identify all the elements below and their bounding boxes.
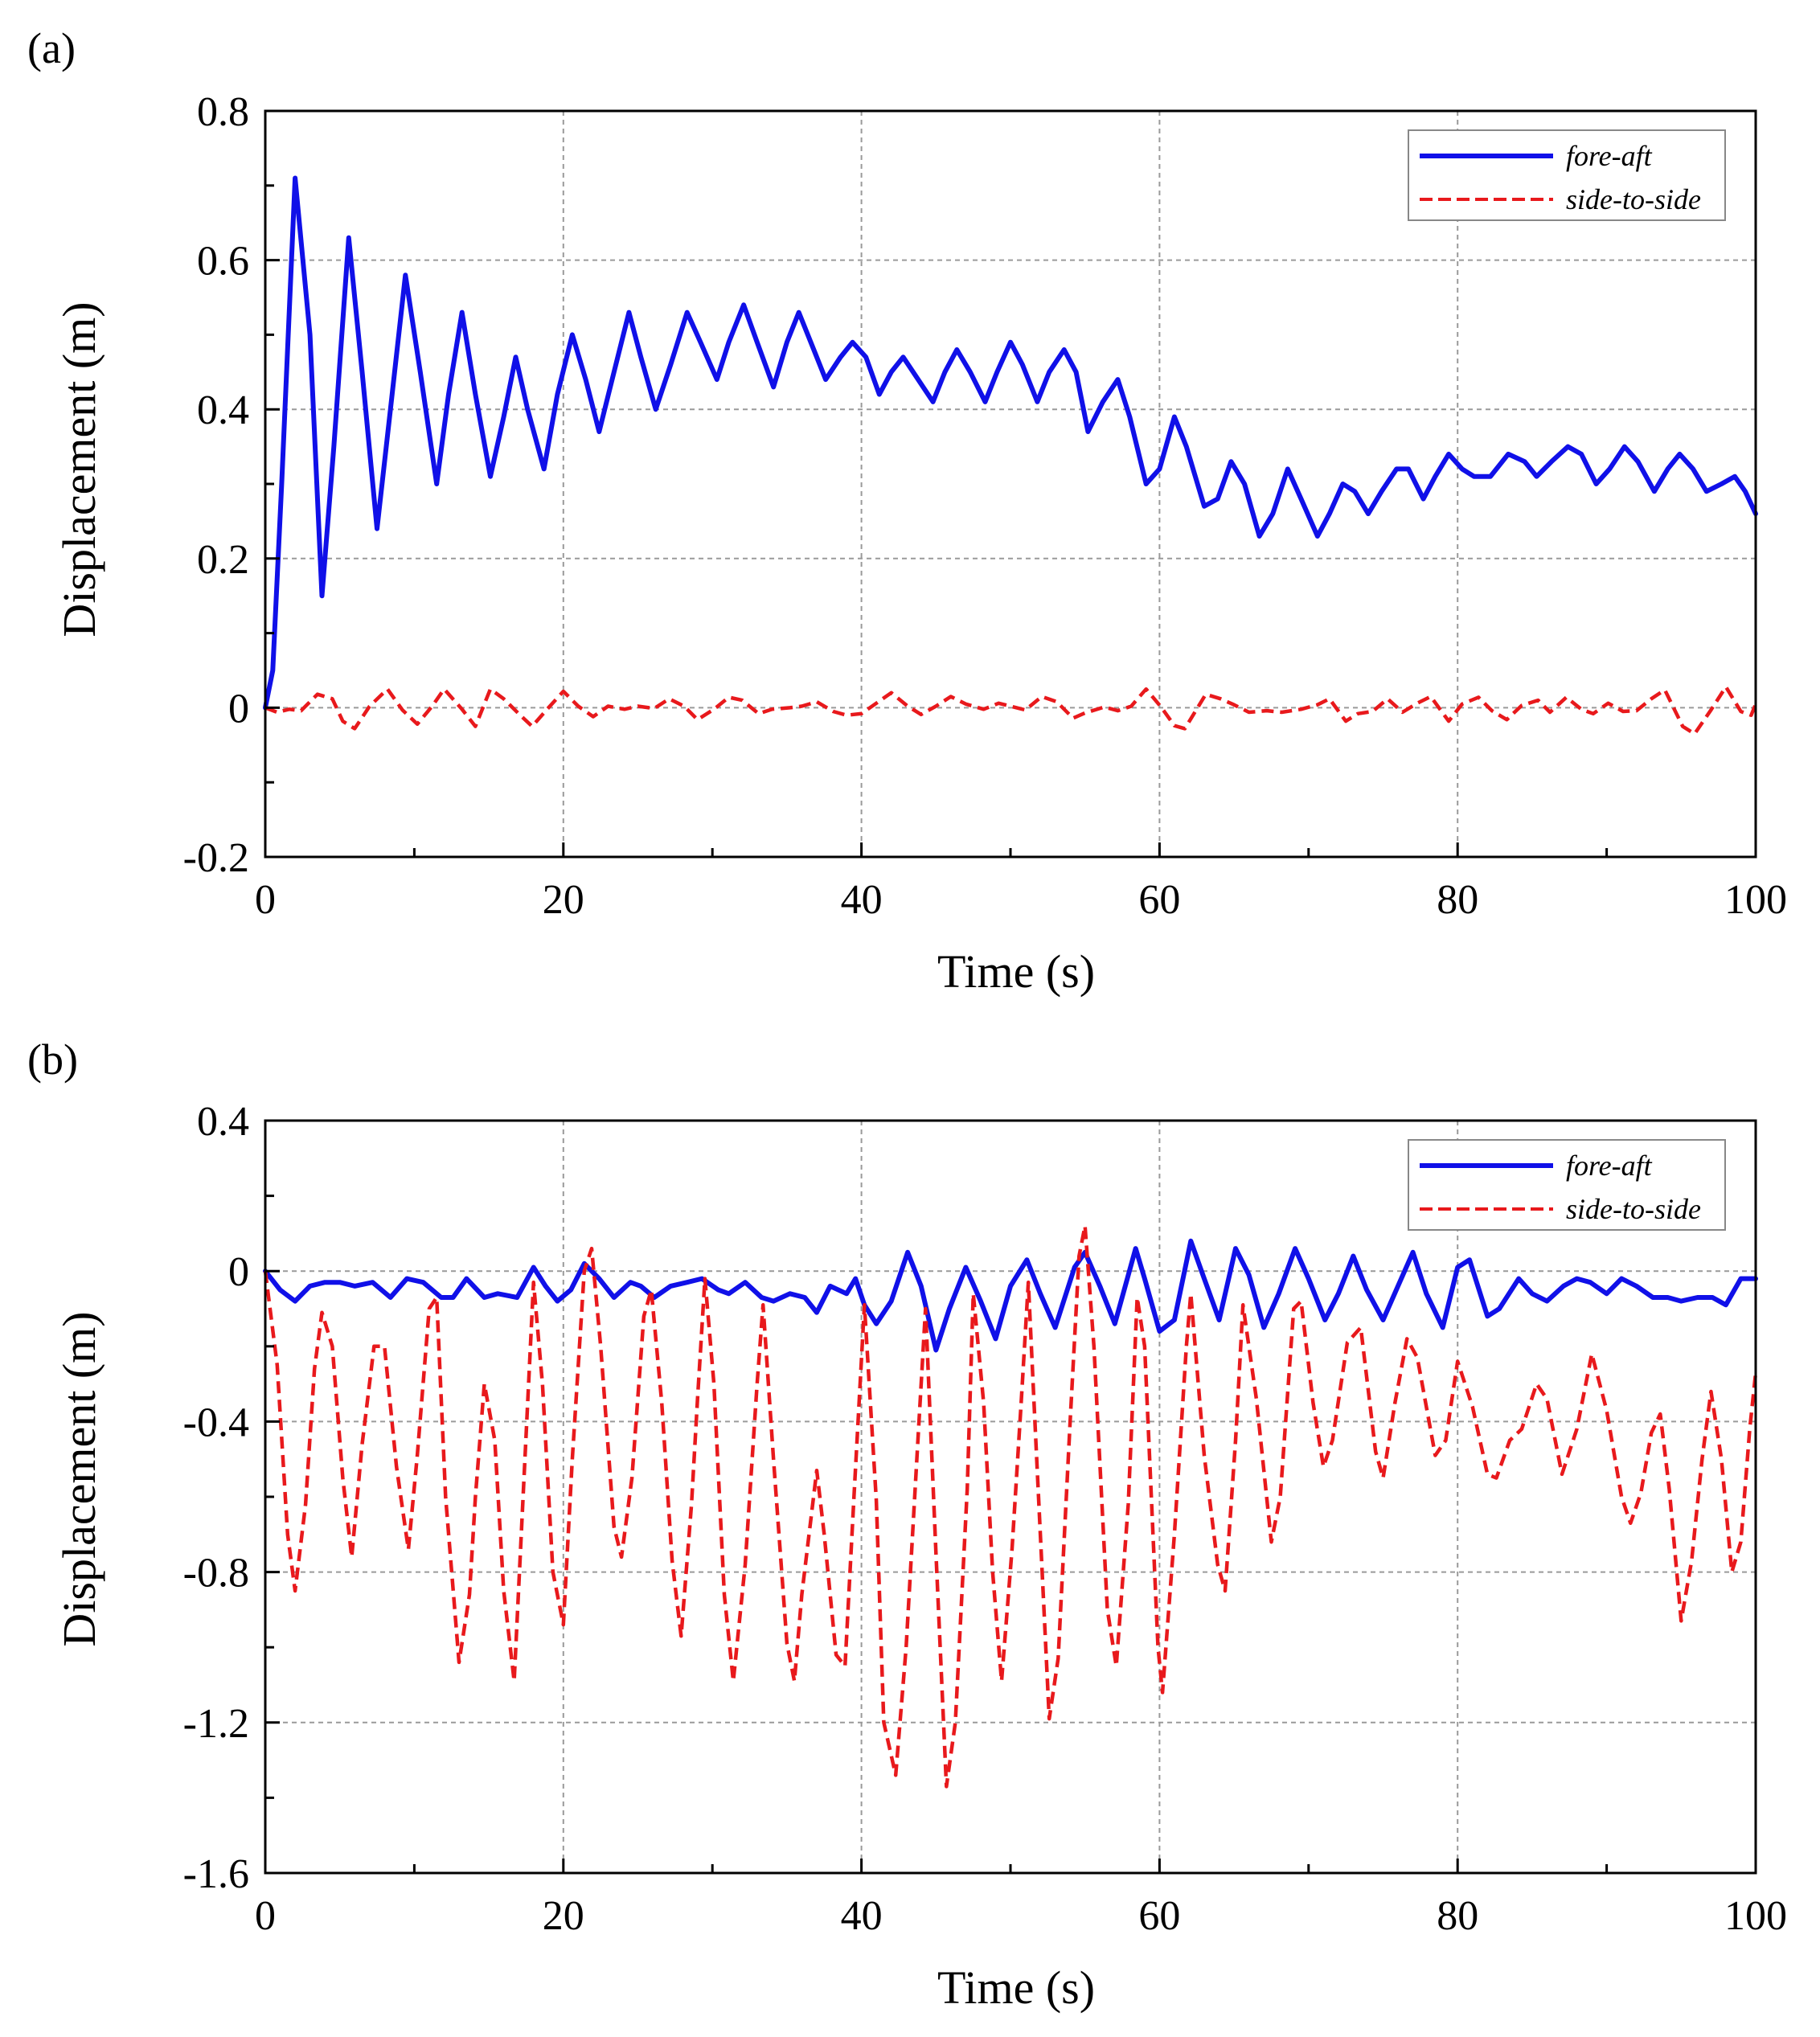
panel-b-legend-fore-aft-label: fore-aft	[1566, 1150, 1653, 1182]
panel-a-y-tick-label: -0.2	[183, 835, 249, 881]
panel-b-legend: fore-aft side-to-side	[1408, 1139, 1726, 1231]
panel-b-x-tick-label: 80	[1437, 1893, 1478, 1939]
panel-a-plot-frame	[264, 109, 1757, 859]
panel-a-legend: fore-aft side-to-side	[1408, 129, 1726, 221]
panel-a-x-tick-label: 40	[841, 877, 883, 923]
panel-b: (b) 0 20 40 60 80 100 -1.6 -1.2 -0.8 -0.4 0 0.4 Tim…	[27, 1035, 1787, 2014]
panel-a-series-side-to-side	[264, 685, 1758, 736]
panel-b-x-tick-label: 60	[1138, 1893, 1180, 1939]
panel-a-tick-labels: 0 20 40 60 80 100-0.200.20.40.60.8	[183, 89, 1787, 923]
panel-a-y-axis-label: Displacement (m)	[53, 301, 105, 637]
panel-a-legend-box	[1408, 129, 1726, 221]
panel-b-ticks	[264, 1119, 1757, 1875]
panel-b-legend-box	[1408, 1139, 1726, 1231]
panel-b-series-side-to-side	[263, 1223, 1758, 1789]
panel-a-series-fore-aft	[263, 175, 1758, 711]
panel-b-tick-labels: 0 20 40 60 80 100 -1.6 -1.2 -0.8 -0.4 0 0.4	[183, 1099, 1787, 1939]
panel-b-x-tick-label: 0	[255, 1893, 276, 1939]
panel-b-y-tick-label: -0.4	[183, 1400, 249, 1445]
panel-a-x-tick-label: 100	[1724, 877, 1787, 923]
panel-b-label: (b)	[27, 1035, 78, 1084]
panel-a-y-tick-label: 0.6	[197, 239, 249, 285]
panel-b-x-tick-label: 100	[1724, 1893, 1787, 1939]
panel-a-label: (a)	[27, 24, 76, 72]
panel-a-x-axis-label: Time (s)	[937, 945, 1095, 998]
panel-a-series	[263, 175, 1758, 736]
panel-a-y-tick-label: 0.4	[197, 387, 249, 433]
panel-b-y-tick-label: -0.8	[183, 1551, 249, 1596]
panel-b-plot-frame	[264, 1119, 1757, 1875]
panel-b-legend-side-to-side-label: side-to-side	[1566, 1193, 1701, 1225]
panel-a-ticks	[264, 109, 1757, 859]
panel-a-legend-fore-aft-label: fore-aft	[1566, 140, 1653, 172]
panel-a-x-tick-label: 60	[1138, 877, 1180, 923]
panel-a-y-tick-label: 0	[228, 686, 249, 732]
panel-a-x-tick-label: 0	[255, 877, 276, 923]
panel-b-series	[263, 1223, 1758, 1789]
panel-a-y-tick-label: 0.8	[197, 89, 249, 135]
panel-b-grid	[265, 1121, 1756, 1873]
panel-b-y-tick-label: -1.2	[183, 1701, 249, 1747]
panel-a-x-tick-label: 80	[1437, 877, 1478, 923]
panel-a-x-tick-label: 20	[543, 877, 584, 923]
panel-a-y-tick-label: 0.2	[197, 537, 249, 583]
panel-b-x-tick-label: 40	[841, 1893, 883, 1939]
panel-b-x-axis-label: Time (s)	[937, 1961, 1095, 2014]
panel-b-y-axis-label: Displacement (m)	[53, 1311, 105, 1646]
panel-a: (a) 0 20 40 60 80 100-0.200.20.40.60.8 Time (…	[27, 24, 1787, 998]
panel-b-y-tick-label: -1.6	[183, 1851, 249, 1897]
panel-b-y-tick-label: 0	[228, 1249, 249, 1295]
panel-b-y-tick-label: 0.4	[197, 1099, 249, 1145]
panel-a-grid	[265, 111, 1756, 857]
panel-b-series-fore-aft	[263, 1238, 1758, 1353]
panel-a-legend-side-to-side-label: side-to-side	[1566, 183, 1701, 215]
panel-b-x-tick-label: 20	[543, 1893, 584, 1939]
